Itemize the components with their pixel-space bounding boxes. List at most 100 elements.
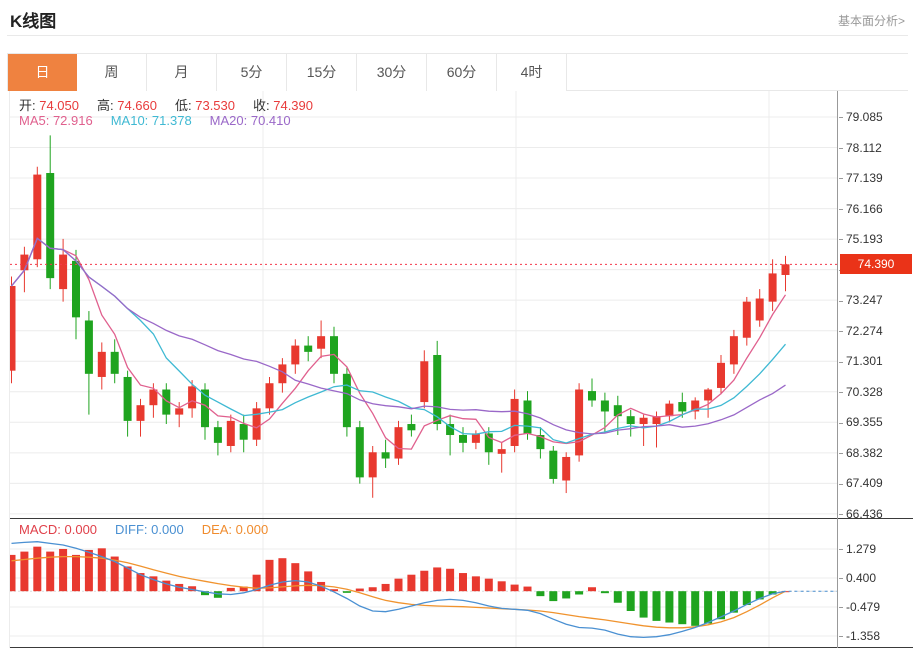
candle-body — [549, 450, 558, 479]
candle-body — [575, 389, 584, 456]
candle-body — [678, 402, 687, 412]
candle-body — [46, 173, 55, 279]
candlestick-plot[interactable] — [10, 91, 837, 518]
ma20-line — [10, 237, 786, 435]
macd-bar — [588, 587, 596, 592]
candle-body — [291, 345, 300, 365]
candle-body — [175, 408, 184, 415]
candle-body — [213, 427, 222, 443]
candle-body — [665, 403, 674, 417]
macd-panel[interactable]: MACD: 0.000 DIFF: 0.000 DEA: 0.000 — [10, 519, 837, 648]
candle-body — [278, 364, 287, 384]
legend-ma10: MA10: 71.378 — [110, 113, 192, 128]
macd-bar — [72, 554, 80, 592]
macd-bar — [355, 588, 364, 592]
ma-legend: MA5: 72.916 MA10: 71.378 MA20: 70.410 — [19, 113, 309, 128]
candle-body — [239, 424, 248, 440]
candle-body — [626, 416, 635, 425]
tab-30分[interactable]: 30分 — [357, 54, 427, 91]
current-price-badge: 74.390 — [840, 254, 912, 275]
page-title: K线图 — [10, 12, 57, 31]
macd-hist-layer — [10, 546, 790, 626]
macd-bar — [239, 586, 248, 592]
candle-body — [704, 389, 713, 401]
tab-周[interactable]: 周 — [77, 54, 147, 91]
macd-bar — [213, 591, 222, 598]
macd-bar — [110, 556, 119, 592]
macd-bar — [562, 591, 571, 599]
candle-body — [110, 351, 119, 374]
macd-bar — [252, 574, 261, 592]
price-tick: 79.085 — [839, 110, 883, 124]
candle-body — [381, 452, 390, 459]
macd-bar — [136, 573, 145, 592]
macd-bar — [304, 571, 313, 592]
candle-body — [226, 420, 235, 446]
macd-tick: 1.279 — [839, 542, 876, 556]
candle-body — [652, 416, 661, 425]
price-tick: 67.409 — [839, 476, 883, 490]
fundamental-analysis-link[interactable]: 基本面分析> — [837, 14, 905, 28]
macd-bar — [717, 591, 725, 620]
macd-bar — [265, 559, 274, 592]
macd-bar — [678, 591, 687, 625]
macd-bar — [368, 587, 377, 592]
candle-body — [536, 435, 545, 450]
candle-body — [252, 408, 261, 440]
macd-bar — [59, 548, 68, 592]
macd-tick: -1.358 — [839, 629, 880, 643]
ma5-line — [10, 237, 787, 450]
candle-body — [317, 336, 326, 349]
macd-bar — [600, 591, 609, 594]
macd-bar — [97, 548, 106, 592]
candle-body — [484, 433, 493, 453]
title-divider — [7, 35, 908, 36]
timeframe-tabs: 日周月 5分 15分 30分 60分 4时 — [7, 53, 908, 91]
tab-4时[interactable]: 4时 — [497, 54, 567, 91]
macd-bar — [626, 591, 635, 611]
macd-bar — [420, 570, 429, 592]
price-tick: 77.139 — [839, 171, 883, 185]
candle-body — [420, 361, 429, 403]
candle-body — [20, 254, 29, 271]
macd-bar — [665, 591, 674, 623]
candle-body — [407, 424, 416, 431]
macd-bar — [742, 591, 751, 606]
macd-bar — [613, 591, 622, 603]
tab-60分[interactable]: 60分 — [427, 54, 497, 91]
main-chart-panel[interactable]: 开: 74.050 高: 74.660 低: 73.530 收: 74.390 MA5… — [10, 91, 837, 518]
candle-body — [497, 449, 506, 454]
candle-body — [136, 405, 145, 421]
candle-body — [84, 320, 93, 374]
macd-bar — [33, 546, 42, 592]
macd-bar — [342, 591, 351, 593]
candle-body — [72, 260, 80, 318]
macd-bar — [484, 578, 493, 592]
candle-body — [639, 417, 648, 425]
tab-日[interactable]: 日 — [7, 54, 77, 91]
legend-macd: MACD: 0.000 — [19, 522, 98, 537]
ohlc-legend: 开: 74.050 高: 74.660 低: 73.530 收: 74.390 — [19, 95, 331, 114]
macd-bar — [459, 573, 467, 592]
candle-body — [394, 427, 403, 459]
price-tick: 73.247 — [839, 293, 883, 307]
macd-bar — [652, 591, 661, 621]
macd-bar — [691, 591, 700, 626]
legend-ma20: MA20: 70.410 — [209, 113, 291, 128]
macd-tick: 0.400 — [839, 571, 876, 585]
candle-body — [355, 427, 364, 478]
tab-月[interactable]: 月 — [147, 54, 217, 91]
macd-bar — [20, 551, 29, 592]
price-tick: 70.328 — [839, 385, 883, 399]
tab-5分[interactable]: 5分 — [217, 54, 287, 91]
candle-body — [755, 298, 764, 321]
macd-bar — [162, 580, 171, 592]
tab-15分[interactable]: 15分 — [287, 54, 357, 91]
macd-tick: -0.479 — [839, 600, 880, 614]
candle-body — [59, 254, 68, 290]
legend-open: 开: 74.050 — [19, 98, 79, 113]
macd-plot[interactable] — [10, 519, 837, 648]
candle-body — [742, 301, 751, 338]
price-tick: 78.112 — [839, 141, 882, 155]
